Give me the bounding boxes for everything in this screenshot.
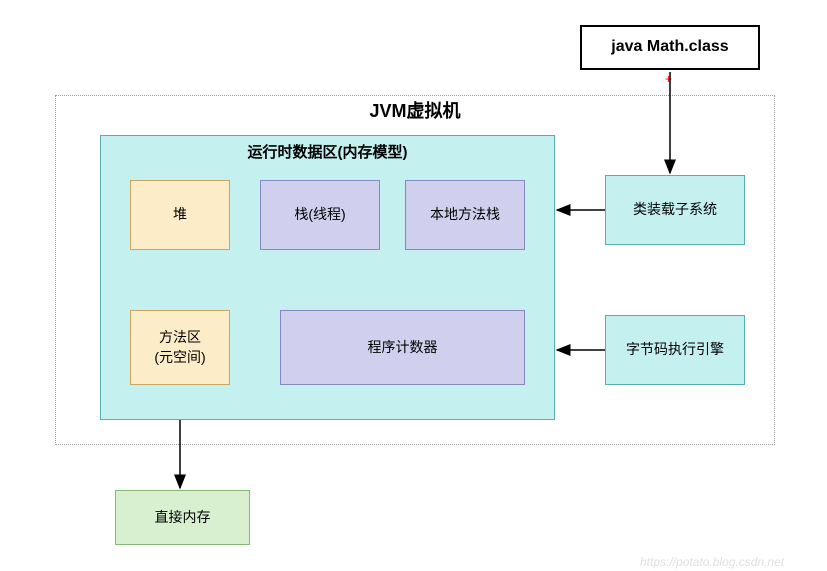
method-area-label: 方法区 (元空间) xyxy=(154,328,205,367)
heap-box: 堆 xyxy=(130,180,230,250)
native-stack-box: 本地方法栈 xyxy=(405,180,525,250)
watermark-text: https://potato.blog.csdn.net xyxy=(640,555,784,569)
direct-memory-box: 直接内存 xyxy=(115,490,250,545)
exec-engine-box: 字节码执行引擎 xyxy=(605,315,745,385)
runtime-title: 运行时数据区(内存模型) xyxy=(100,140,555,164)
plus-marker: + xyxy=(665,72,672,86)
input-file-box: java Math.class xyxy=(580,25,760,70)
stack-box: 栈(线程) xyxy=(260,180,380,250)
jvm-title: JVM虚拟机 xyxy=(55,100,775,124)
pc-register-box: 程序计数器 xyxy=(280,310,525,385)
class-loader-box: 类装载子系统 xyxy=(605,175,745,245)
method-area-box: 方法区 (元空间) xyxy=(130,310,230,385)
